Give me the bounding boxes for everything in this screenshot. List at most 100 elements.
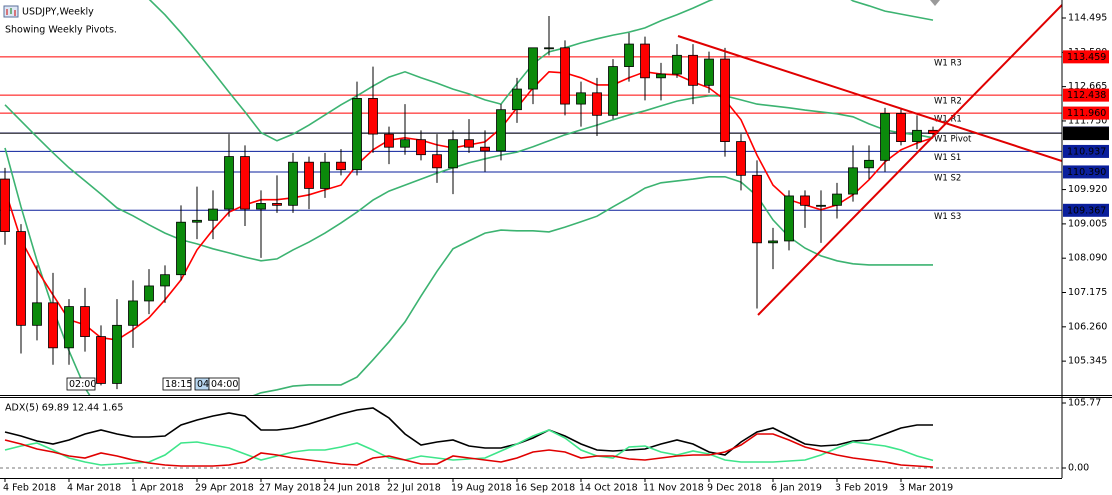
candle-body (880, 113, 890, 161)
pivot-price-label: 109.367 (1067, 205, 1106, 216)
candle-body (448, 139, 458, 169)
x-tick-label: 3 Feb 2019 (835, 483, 888, 494)
candle-body (240, 156, 250, 210)
time-marker-box (208, 377, 240, 391)
pivot-price-box (1063, 144, 1109, 158)
pivot-price-box (1063, 203, 1109, 217)
pivot-price-label: 113.459 (1067, 52, 1106, 63)
y-tick-label: 0.00 (1068, 463, 1089, 474)
candle-body (640, 43, 650, 79)
candle-body (80, 306, 90, 337)
x-tick-label: 9 Dec 2018 (707, 483, 762, 494)
adx-line (4, 433, 934, 468)
candle-body (864, 159, 874, 169)
pivot-name: W1 Pivot (934, 134, 972, 144)
candle-body (176, 221, 186, 276)
candle-body (736, 141, 746, 176)
candle-body (144, 285, 154, 302)
indicator-title: ADX(5) 69.89 12.44 1.65 (5, 403, 123, 414)
candle-body (528, 47, 538, 90)
candle-body (688, 54, 698, 86)
x-tick-label: 22 Jul 2018 (387, 483, 441, 494)
chart-subtitle: Showing Weekly Pivots. (5, 25, 117, 36)
candle-body (544, 47, 554, 50)
pivot-price-box (1063, 106, 1109, 120)
shift-marker (930, 0, 940, 6)
candle-body (400, 139, 410, 148)
time-marker-box (162, 377, 192, 391)
x-tick-label: 19 Aug 2018 (451, 483, 512, 494)
x-tick-label: 4 Feb 2018 (3, 483, 56, 494)
candle-body (576, 92, 586, 105)
current-price-label: 111.413 (1067, 129, 1106, 140)
candle-body (96, 336, 106, 384)
time-marker: 02:00 (69, 379, 96, 390)
candle-body (800, 195, 810, 206)
y-tick-label: 105.77 (1068, 397, 1101, 408)
candle-body (848, 167, 858, 195)
y-tick-label: 109.005 (1068, 218, 1107, 229)
candle-body (208, 208, 218, 221)
candle-body (560, 47, 570, 105)
x-tick-label: 11 Nov 2018 (643, 483, 704, 494)
pivot-price-label: 112.438 (1067, 90, 1106, 101)
chart-title: USDJPY,Weekly (22, 7, 94, 18)
x-tick-label: 1 Apr 2018 (131, 483, 184, 494)
x-tick-label: 16 Sep 2018 (515, 483, 575, 494)
candle-body (496, 109, 506, 152)
candle-body (656, 73, 666, 79)
candle-body (128, 300, 138, 326)
candle-body (272, 203, 282, 206)
candle-body (224, 156, 234, 210)
candle-body (352, 98, 362, 171)
candle-body (320, 161, 330, 189)
candle-body (896, 113, 906, 142)
indicator-line (4, 147, 933, 395)
trend-line (757, 4, 1062, 316)
candle-body (0, 178, 10, 232)
candle-body (816, 204, 826, 207)
candle-body (384, 133, 394, 148)
x-tick-label: 24 Jun 2018 (323, 483, 380, 494)
candle-body (112, 324, 122, 384)
pivot-name: W1 S1 (934, 153, 961, 163)
pivot-name: W1 R1 (934, 115, 962, 125)
pivot-price-label: 110.937 (1067, 146, 1106, 157)
x-tick-label: 27 May 2018 (259, 483, 321, 494)
pivot-price-box (1063, 165, 1109, 179)
adx-panel (0, 407, 1062, 469)
x-tick-label: 4 Mar 2018 (67, 483, 121, 494)
candle-body (368, 98, 378, 135)
x-tick-label: 6 Jan 2019 (771, 483, 822, 494)
candle-body (32, 302, 42, 326)
x-tick-label: 14 Oct 2018 (579, 483, 638, 494)
time-marker-box (66, 377, 96, 391)
time-marker: 04: (197, 379, 212, 390)
candle-body (752, 174, 762, 244)
candle-body (592, 92, 602, 116)
pivot-price-label: 110.390 (1067, 167, 1106, 178)
trend-line (677, 35, 1062, 162)
candle-body (720, 58, 730, 142)
adx-line (4, 407, 933, 456)
candle-body (336, 161, 346, 171)
time-marker: 18:15 (165, 379, 192, 390)
pivot-name: W1 R3 (934, 58, 962, 68)
candle-body (288, 161, 298, 206)
y-tick-label: 112.665 (1068, 81, 1107, 92)
candle-body (784, 195, 794, 242)
candle-body (160, 274, 170, 287)
y-tick-label: 109.920 (1068, 184, 1107, 195)
candle-body (192, 219, 202, 223)
pivot-price-box (1063, 50, 1109, 64)
pivot-price-label: 111.960 (1067, 108, 1106, 119)
x-tick-label: 29 Apr 2018 (195, 483, 254, 494)
trend-lines (677, 4, 1062, 316)
candle-body (704, 58, 714, 86)
header: USDJPY,Weekly Showing Weekly Pivots. ADX… (3, 5, 123, 414)
y-tick-label: 105.345 (1068, 356, 1107, 367)
